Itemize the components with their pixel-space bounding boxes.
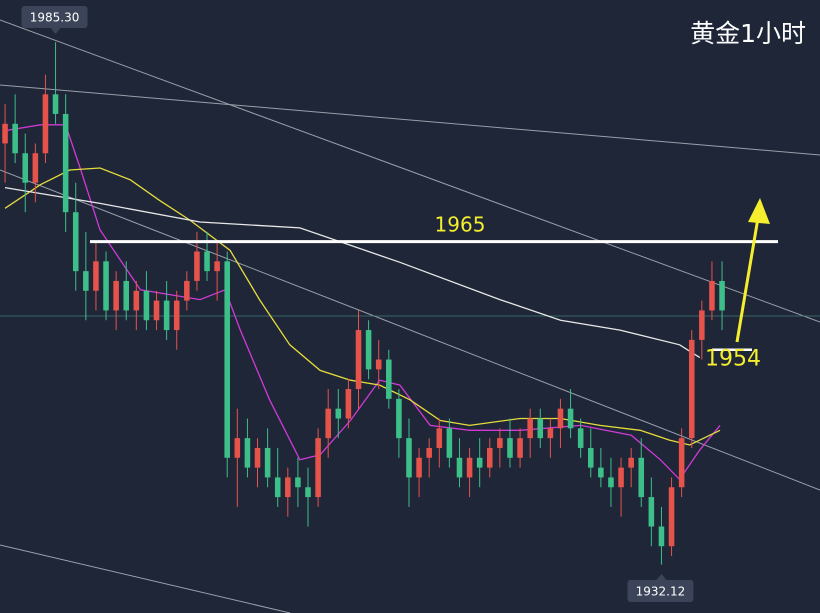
candle-body	[446, 428, 453, 458]
candle-body	[527, 418, 533, 439]
candle-body	[557, 408, 564, 429]
candle-body	[83, 271, 89, 291]
candle-body	[365, 330, 372, 370]
candle-body	[355, 330, 362, 390]
candle-body	[113, 280, 119, 311]
price-tag-label: 1985.30	[30, 11, 80, 25]
candle-body	[335, 408, 342, 419]
candle-body	[638, 457, 645, 498]
level-label: 1965	[435, 213, 486, 237]
moving-average	[4, 124, 721, 481]
candle-body	[466, 457, 473, 478]
level-label: 1954	[705, 347, 761, 372]
price-tag-box	[627, 580, 694, 602]
price-tag-pointer	[50, 28, 61, 34]
candle-body	[173, 300, 180, 331]
candle-body	[396, 398, 402, 439]
candle-body	[234, 438, 241, 458]
candle-body	[12, 123, 18, 154]
candle-body	[517, 438, 523, 458]
candle-body	[507, 438, 513, 458]
candle-body	[567, 408, 574, 429]
trendline	[0, 84, 820, 156]
candle-body	[668, 487, 675, 547]
candle-body	[153, 300, 160, 321]
candle-body	[648, 497, 655, 527]
candle-body	[103, 261, 109, 311]
candle-body	[628, 457, 634, 468]
trendline	[0, 19, 820, 323]
candle-body	[42, 94, 49, 154]
candle-body	[476, 457, 483, 468]
candle-body	[497, 438, 503, 448]
candle-body	[345, 389, 352, 419]
candle-body	[93, 261, 99, 291]
candle-body	[436, 428, 443, 448]
candle-body	[587, 447, 594, 468]
candle-body	[537, 418, 544, 439]
candle-body	[123, 280, 130, 311]
candle-body	[133, 290, 140, 311]
candle-body	[295, 477, 301, 488]
candle-body	[204, 251, 210, 272]
candle-body	[274, 477, 281, 498]
candle-body	[315, 438, 321, 498]
candle-body	[416, 457, 422, 478]
price-tag-label: 1932.12	[636, 585, 686, 599]
candle-body	[244, 438, 251, 468]
candle-body	[598, 467, 604, 478]
trendline	[0, 169, 820, 491]
price-tag: 1932.12	[627, 574, 694, 602]
candle-body	[426, 447, 432, 458]
candle-body	[719, 280, 725, 311]
candle-body	[2, 123, 8, 144]
candle-body	[32, 153, 39, 183]
candle-body	[456, 457, 463, 478]
candle-body	[62, 113, 69, 213]
candle-body	[52, 94, 59, 114]
candle-body	[254, 447, 261, 468]
moving-average	[4, 167, 721, 446]
candle-body	[618, 467, 624, 488]
candle-body	[163, 300, 170, 331]
candle-body	[143, 290, 150, 321]
candle-body	[375, 359, 382, 370]
candle-body	[194, 251, 200, 281]
moving-average	[4, 186, 701, 359]
candle-body	[325, 408, 331, 439]
chart-title: 黄金1小时	[690, 19, 806, 48]
candle-body	[214, 261, 220, 272]
candle-body	[285, 477, 291, 498]
arrow-head	[748, 198, 770, 224]
price-tag-pointer	[656, 574, 667, 580]
arrow	[735, 198, 770, 343]
candle-body	[487, 447, 493, 468]
candle-body	[709, 280, 715, 311]
trendline	[0, 544, 291, 613]
plot: 1965 1954 1985.30 1932.12	[2, 6, 778, 602]
price-tag-box	[21, 6, 88, 28]
candle-body	[658, 526, 665, 547]
candle-body	[688, 339, 695, 439]
candle-body	[406, 438, 412, 478]
candle-body	[184, 280, 190, 301]
arrow-shaft	[735, 217, 760, 343]
candle-body	[699, 310, 705, 340]
candle-body	[608, 477, 614, 488]
candle-body	[264, 447, 271, 478]
candle-body	[577, 428, 584, 448]
candle-body	[547, 428, 554, 439]
trendlines	[0, 19, 820, 613]
candle-body	[678, 438, 685, 488]
price-tag: 1985.30	[21, 6, 88, 34]
candle-body	[224, 261, 230, 458]
candle-body	[305, 487, 311, 498]
candle-body	[386, 359, 392, 399]
candle-body	[72, 212, 79, 272]
candle-body	[22, 153, 29, 183]
